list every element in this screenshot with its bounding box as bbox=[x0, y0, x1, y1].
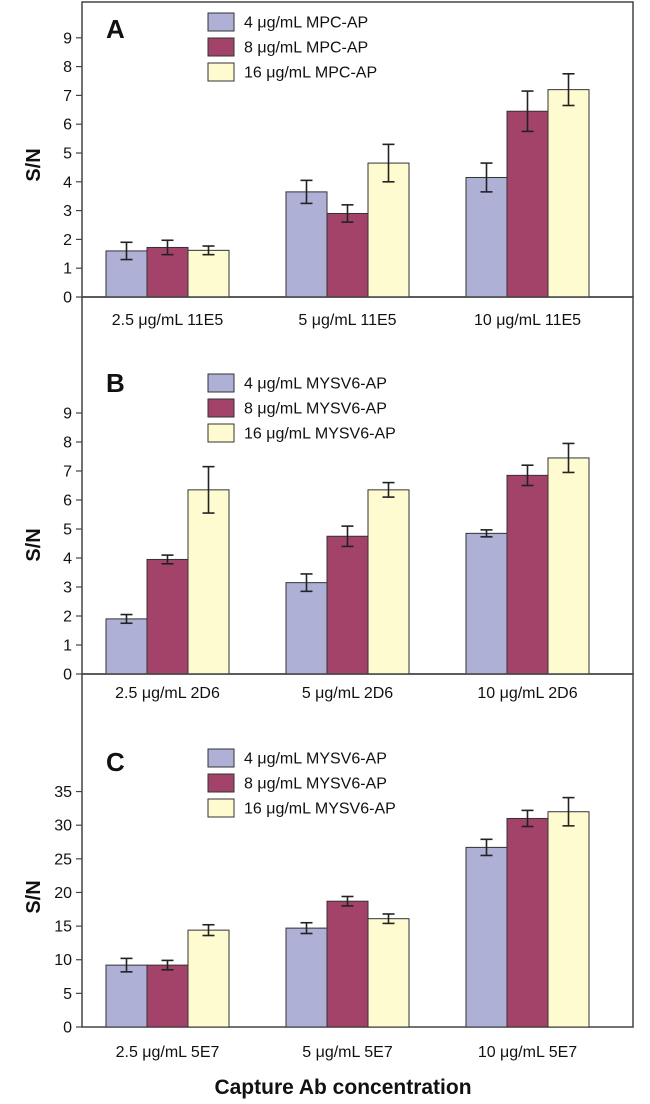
bar bbox=[187, 249, 230, 298]
panel-a: A S/N 0 1 2 3 4 5 6 7 8 9 2.5 μg/mL 11E5 5 μg/mL 11E5… bbox=[23, 1, 634, 329]
y-tick-label: 5 bbox=[63, 986, 72, 1003]
x-category-label: 5 μg/mL 2D6 bbox=[302, 685, 393, 702]
panels-group: A S/N 0 1 2 3 4 5 6 7 8 9 2.5 μg/mL 11E5 5 μg/mL 11E5… bbox=[23, 1, 634, 1061]
y-tick-label: 3 bbox=[63, 203, 72, 220]
y-tick-label: 10 bbox=[54, 952, 72, 969]
legend-swatch bbox=[207, 423, 235, 443]
legend-label: 8 μg/mL MPC-AP bbox=[244, 40, 368, 57]
y-tick-label: 1 bbox=[63, 638, 72, 655]
bar bbox=[465, 846, 508, 1028]
legend-swatch bbox=[207, 62, 235, 82]
legend-swatch bbox=[207, 748, 235, 768]
y-axis-title: S/N bbox=[23, 880, 45, 913]
y-tick-label: 0 bbox=[63, 1020, 72, 1037]
y-tick-label: 1 bbox=[63, 261, 72, 278]
y-tick-label: 0 bbox=[63, 667, 72, 684]
bar bbox=[285, 191, 328, 298]
panel-letter: C bbox=[106, 747, 125, 777]
x-category-label: 5 μg/mL 5E7 bbox=[302, 1044, 393, 1061]
bar bbox=[187, 929, 230, 1028]
bar bbox=[465, 176, 508, 298]
panel-letter: B bbox=[106, 368, 125, 398]
panel-b: B S/N 0 1 2 3 4 5 6 7 8 9 2.5 μg/mL 2D6 5 μg/mL 2D6 10… bbox=[23, 296, 634, 702]
y-tick-label: 6 bbox=[63, 117, 72, 134]
panel-c: C S/N 0 5 10 15 20 25 30 35 2.5 μg/mL 5E7 5 μg/mL 5… bbox=[23, 673, 634, 1061]
x-axis-title: Capture Ab concentration bbox=[214, 1076, 471, 1099]
y-tick-label: 8 bbox=[63, 59, 72, 76]
y-tick-label: 0 bbox=[63, 290, 72, 307]
bar bbox=[146, 558, 189, 675]
x-category-label: 10 μg/mL 2D6 bbox=[477, 685, 577, 702]
panel-letter: A bbox=[106, 14, 125, 44]
x-category-label: 2.5 μg/mL 11E5 bbox=[112, 312, 224, 329]
bar bbox=[326, 535, 369, 675]
y-tick-label: 7 bbox=[63, 88, 72, 105]
y-tick-label: 4 bbox=[63, 551, 72, 568]
y-tick-label: 5 bbox=[63, 146, 72, 163]
legend-swatch bbox=[207, 398, 235, 418]
x-category-label: 5 μg/mL 11E5 bbox=[298, 312, 396, 329]
y-tick-label: 25 bbox=[54, 851, 72, 868]
y-axis-title: S/N bbox=[23, 148, 45, 181]
bar bbox=[367, 918, 410, 1028]
y-tick-label: 9 bbox=[63, 406, 72, 423]
y-tick-label: 20 bbox=[54, 885, 72, 902]
bar bbox=[326, 212, 369, 298]
y-tick-label: 35 bbox=[54, 784, 72, 801]
legend-label: 4 μg/mL MYSV6-AP bbox=[244, 751, 387, 768]
bar bbox=[105, 964, 148, 1028]
bar bbox=[367, 489, 410, 675]
x-category-label: 2.5 μg/mL 5E7 bbox=[116, 1044, 220, 1061]
x-category-label: 2.5 μg/mL 2D6 bbox=[115, 685, 220, 702]
y-axis-title: S/N bbox=[23, 528, 45, 561]
bar bbox=[547, 811, 590, 1028]
y-tick-label: 30 bbox=[54, 818, 72, 835]
x-category-label: 10 μg/mL 11E5 bbox=[474, 312, 581, 329]
y-tick-label: 3 bbox=[63, 580, 72, 597]
y-tick-label: 7 bbox=[63, 464, 72, 481]
bar bbox=[547, 457, 590, 675]
legend-label: 16 μg/mL MYSV6-AP bbox=[244, 426, 396, 443]
legend-label: 4 μg/mL MPC-AP bbox=[244, 15, 368, 32]
y-tick-label: 2 bbox=[63, 232, 72, 249]
y-tick-label: 4 bbox=[63, 174, 72, 191]
y-tick-label: 9 bbox=[63, 30, 72, 47]
legend-swatch bbox=[207, 773, 235, 793]
y-tick-label: 15 bbox=[54, 919, 72, 936]
legend-swatch bbox=[207, 37, 235, 57]
y-tick-label: 5 bbox=[63, 522, 72, 539]
legend-label: 4 μg/mL MYSV6-AP bbox=[244, 376, 387, 393]
bar bbox=[506, 817, 549, 1028]
legend-swatch bbox=[207, 373, 235, 393]
bar bbox=[465, 532, 508, 675]
legend-swatch bbox=[207, 12, 235, 32]
legend-label: 16 μg/mL MPC-AP bbox=[244, 65, 377, 82]
y-tick-label: 8 bbox=[63, 435, 72, 452]
legend-label: 16 μg/mL MYSV6-AP bbox=[244, 801, 396, 818]
x-category-label: 10 μg/mL 5E7 bbox=[478, 1044, 577, 1061]
bar bbox=[105, 618, 148, 675]
bar bbox=[547, 89, 590, 298]
bar bbox=[285, 927, 328, 1028]
bar bbox=[146, 964, 189, 1028]
bar bbox=[187, 489, 230, 675]
bar bbox=[506, 110, 549, 298]
bar bbox=[367, 162, 410, 298]
y-tick-label: 2 bbox=[63, 609, 72, 626]
legend-label: 8 μg/mL MYSV6-AP bbox=[244, 776, 387, 793]
legend-label: 8 μg/mL MYSV6-AP bbox=[244, 401, 387, 418]
bar bbox=[326, 900, 369, 1028]
bar bbox=[506, 474, 549, 675]
legend-swatch bbox=[207, 798, 235, 818]
bar bbox=[285, 582, 328, 675]
y-tick-label: 6 bbox=[63, 493, 72, 510]
